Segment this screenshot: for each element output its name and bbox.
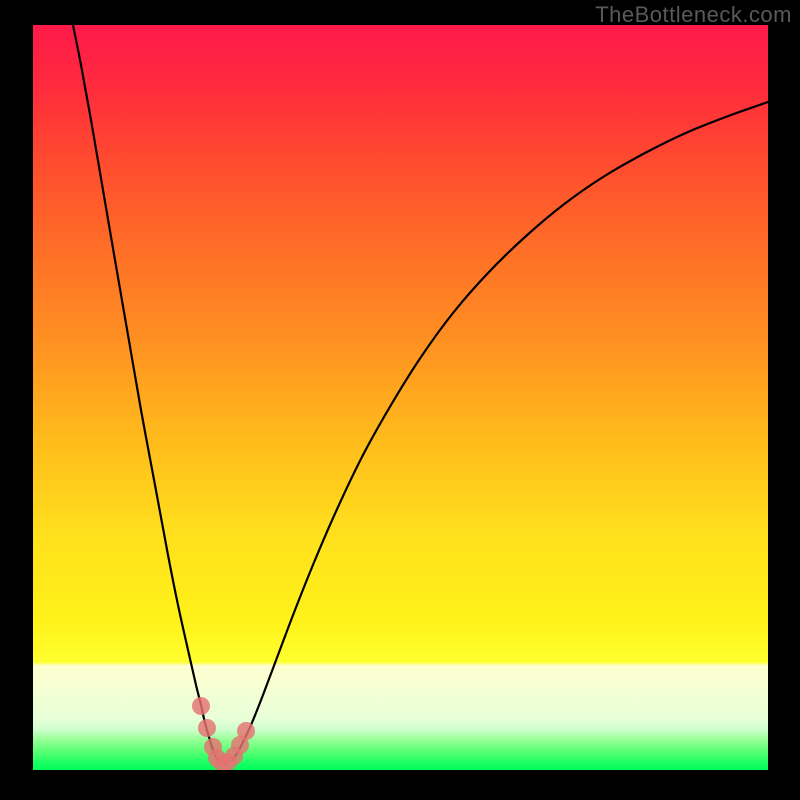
- plot-svg: [33, 25, 768, 770]
- plot-background: [33, 25, 768, 770]
- curve-marker: [198, 719, 216, 737]
- curve-marker: [192, 697, 210, 715]
- chart-container: TheBottleneck.com: [0, 0, 800, 800]
- plot-area: [33, 25, 768, 770]
- curve-marker: [237, 722, 255, 740]
- watermark-text: TheBottleneck.com: [595, 2, 792, 28]
